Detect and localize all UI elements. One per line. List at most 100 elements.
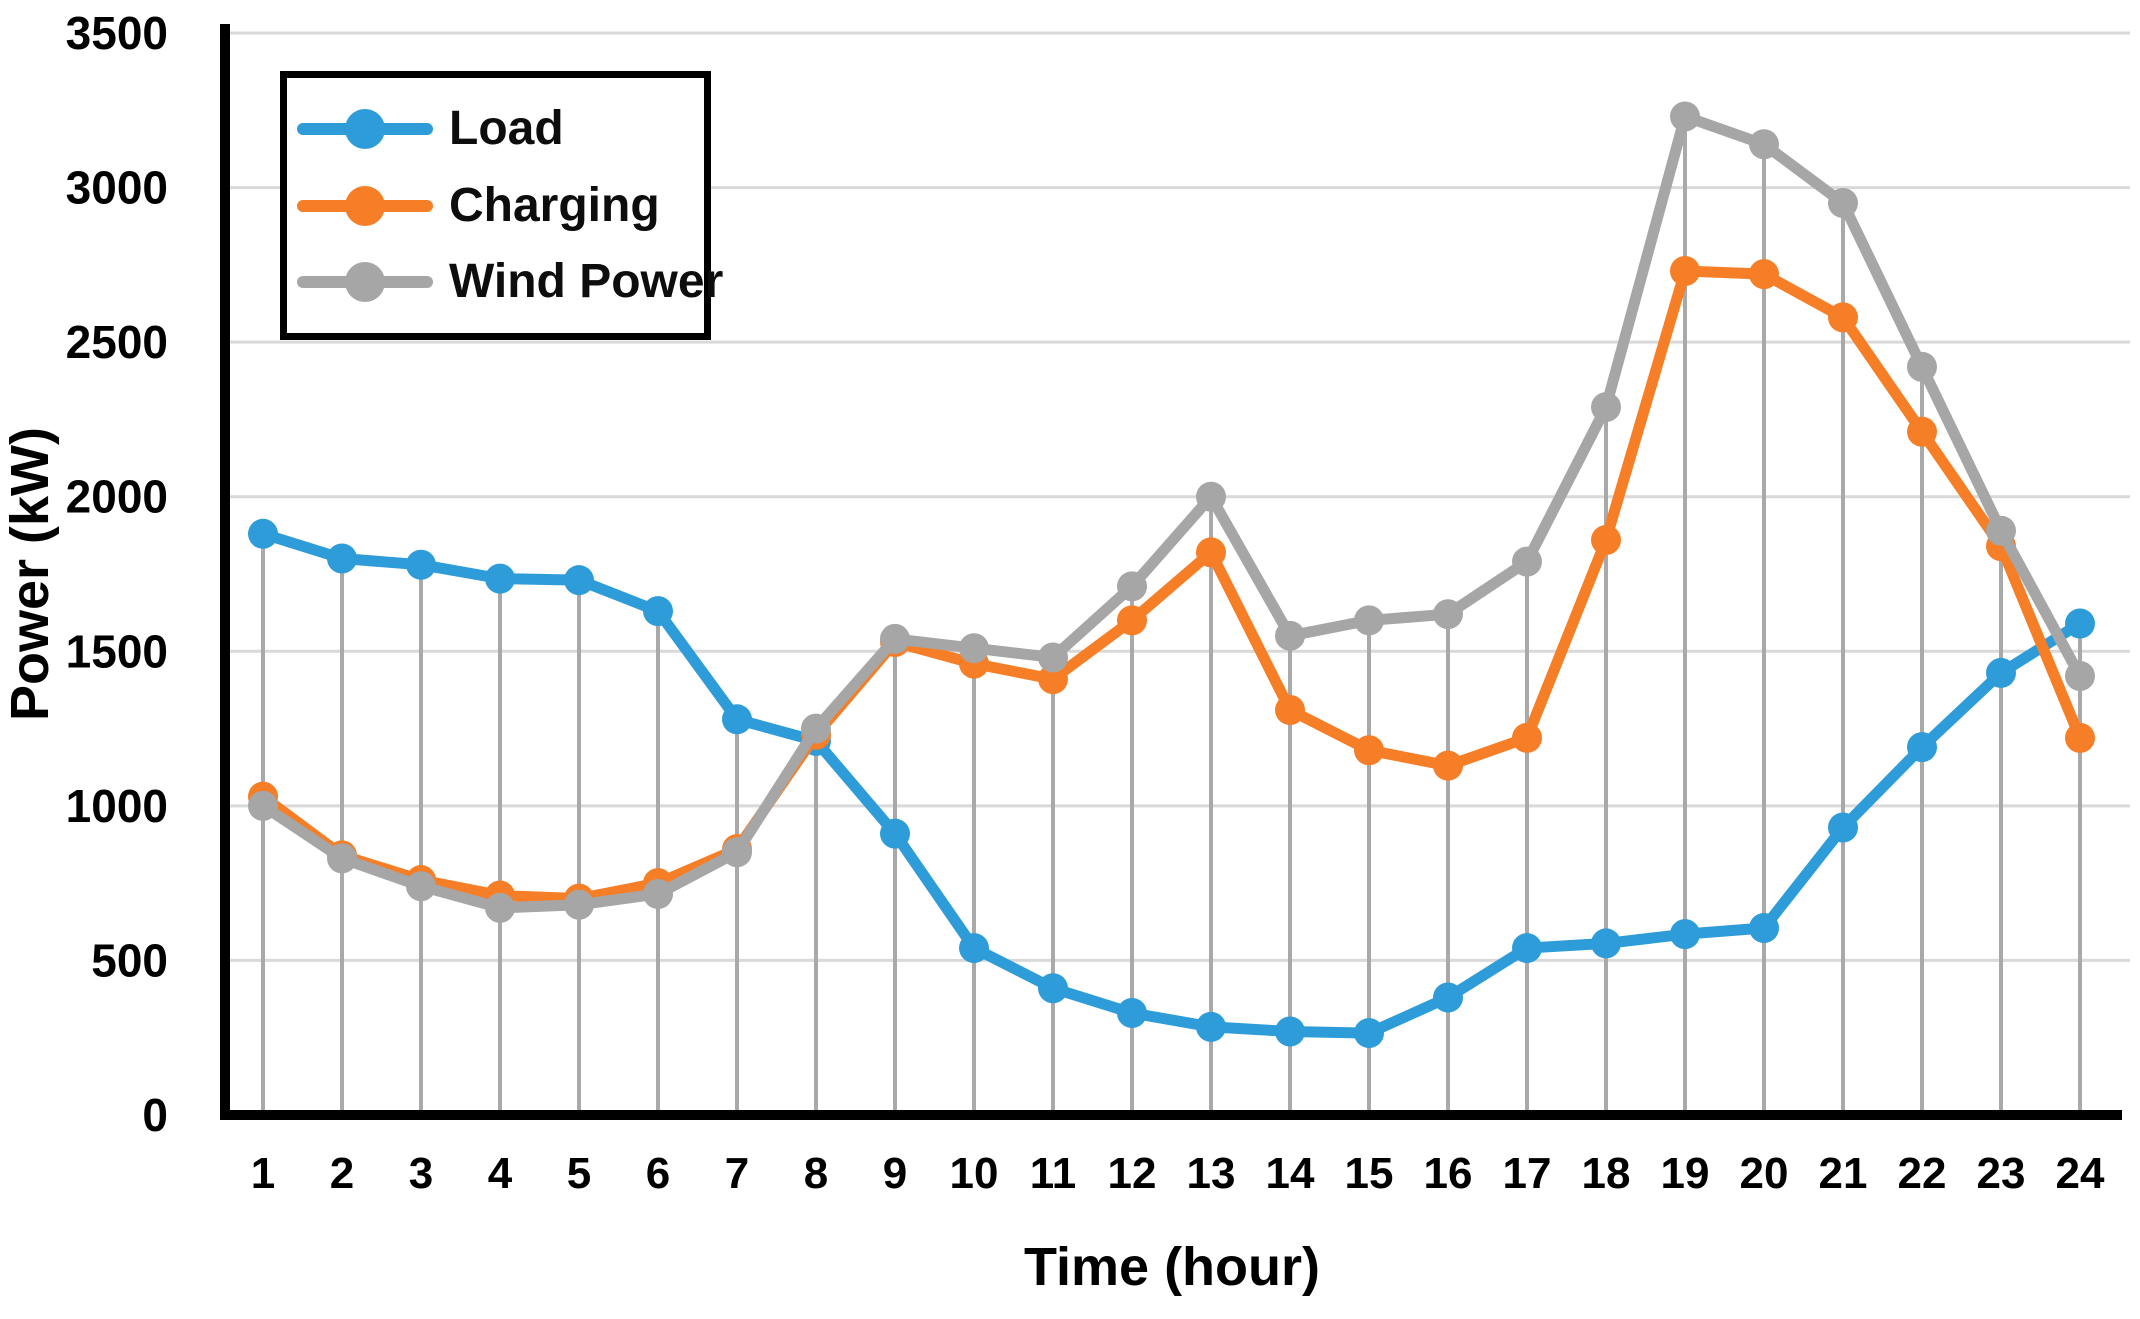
- x-tick-label: 19: [1661, 1149, 1710, 1198]
- wind-power-point: [1670, 101, 1700, 132]
- y-tick-label: 1500: [66, 625, 168, 677]
- wind-power-point: [1986, 515, 2016, 546]
- load-point: [1038, 973, 1068, 1004]
- charging-point: [1117, 605, 1147, 636]
- charging-point: [2065, 722, 2095, 753]
- wind-power-point: [406, 871, 436, 902]
- x-tick-label: 10: [950, 1149, 999, 1198]
- load-point: [1749, 912, 1779, 943]
- wind-power-point: [959, 633, 989, 664]
- load-point: [1670, 919, 1700, 950]
- load-point: [880, 818, 910, 849]
- x-tick-label: 5: [567, 1149, 591, 1198]
- y-tick-label: 500: [91, 934, 168, 986]
- x-tick-label: 6: [646, 1149, 670, 1198]
- x-tick-label: 17: [1503, 1149, 1552, 1198]
- x-axis-title: Time (hour): [1024, 1237, 1320, 1297]
- x-tick-label: 20: [1740, 1149, 1789, 1198]
- x-tick-label: 16: [1424, 1149, 1473, 1198]
- x-tick-label: 21: [1819, 1149, 1868, 1198]
- wind-power-point: [643, 878, 673, 909]
- charging-point: [1433, 750, 1463, 781]
- wind-power-point: [564, 889, 594, 920]
- charging-point: [1354, 735, 1384, 766]
- load-point: [1828, 812, 1858, 843]
- legend-label-charging: Charging: [449, 178, 660, 232]
- wind-power-point: [1038, 642, 1068, 673]
- x-tick-label: 23: [1977, 1149, 2026, 1198]
- wind-power-point: [485, 892, 515, 923]
- x-tick-label: 22: [1898, 1149, 1947, 1198]
- y-tick-label: 0: [142, 1089, 168, 1141]
- legend: Load Charging Wind Power: [280, 71, 723, 340]
- load-point: [2065, 608, 2095, 639]
- drop-lines: [261, 116, 2082, 1113]
- x-tick-label: 12: [1108, 1149, 1157, 1198]
- legend-dot-swatch: [345, 262, 385, 303]
- load-point: [1986, 657, 2016, 688]
- charging-point: [1907, 416, 1937, 447]
- y-tick-label: 2000: [66, 471, 168, 523]
- x-tick-label: 2: [330, 1149, 354, 1198]
- charging-point: [1196, 537, 1226, 568]
- charging-point: [1749, 259, 1779, 290]
- wind-power-point: [1749, 129, 1779, 160]
- y-tick-label: 1000: [66, 780, 168, 832]
- load-point: [1275, 1016, 1305, 1047]
- legend-item-wind-power: Wind Power: [297, 256, 723, 308]
- load-point: [485, 563, 515, 594]
- legend-dot-swatch: [345, 185, 385, 226]
- wind-power-point: [1275, 620, 1305, 651]
- charging-series-marker-icon: [297, 184, 433, 228]
- y-tick-labels: 0 500 1000 1500 2000 2500 3000 3500: [66, 7, 168, 1141]
- charging-point: [1670, 256, 1700, 287]
- x-tick-labels: 1 2 3 4 5 6 7 8 9 10 11 12 13 14 15 16 17 18 19 20 21 22 23 24: [251, 1149, 2105, 1198]
- series-load: [248, 518, 2095, 1049]
- series-load-line: [257, 528, 2086, 1039]
- wind-power-point: [1512, 546, 1542, 577]
- x-tick-label: 15: [1345, 1149, 1394, 1198]
- wind-power-point: [327, 843, 357, 874]
- legend-item-load: Load: [297, 103, 704, 155]
- load-point: [722, 704, 752, 735]
- wind-power-point: [1907, 351, 1937, 382]
- load-point: [1117, 997, 1147, 1028]
- wind-power-point: [1591, 392, 1621, 423]
- charging-point: [1591, 524, 1621, 555]
- load-point: [1907, 732, 1937, 763]
- x-tick-label: 8: [804, 1149, 828, 1198]
- x-tick-label: 3: [409, 1149, 433, 1198]
- x-tick-label: 14: [1266, 1149, 1315, 1198]
- legend-label-load: Load: [449, 101, 564, 155]
- load-point: [959, 933, 989, 964]
- charging-point: [1275, 695, 1305, 726]
- series-wind-power: [248, 101, 2095, 923]
- load-point: [1354, 1018, 1384, 1049]
- wind-power-point: [1196, 481, 1226, 512]
- y-tick-label: 2500: [66, 316, 168, 368]
- wind-power-point: [1828, 188, 1858, 219]
- load-point: [1512, 933, 1542, 964]
- wind-power-point: [1433, 599, 1463, 630]
- y-tick-label: 3500: [66, 7, 168, 59]
- wind-power-point: [1117, 571, 1147, 602]
- load-point: [1433, 982, 1463, 1013]
- load-point: [1591, 928, 1621, 959]
- load-point: [1196, 1011, 1226, 1042]
- charging-point: [1512, 722, 1542, 753]
- x-tick-label: 4: [488, 1149, 513, 1198]
- wind-power-point: [801, 713, 831, 744]
- legend-dot-swatch: [345, 108, 385, 149]
- wind-power-series-marker-icon: [297, 260, 433, 304]
- load-series-marker-icon: [297, 107, 433, 151]
- x-tick-label: 13: [1187, 1149, 1236, 1198]
- load-point: [564, 565, 594, 596]
- legend-label-wind-power: Wind Power: [449, 255, 724, 309]
- x-tick-label: 7: [725, 1149, 749, 1198]
- charging-point: [1038, 664, 1068, 695]
- legend-item-charging: Charging: [297, 180, 704, 232]
- x-tick-label: 18: [1582, 1149, 1631, 1198]
- x-tick-label: 1: [251, 1149, 275, 1198]
- wind-power-point: [2065, 661, 2095, 692]
